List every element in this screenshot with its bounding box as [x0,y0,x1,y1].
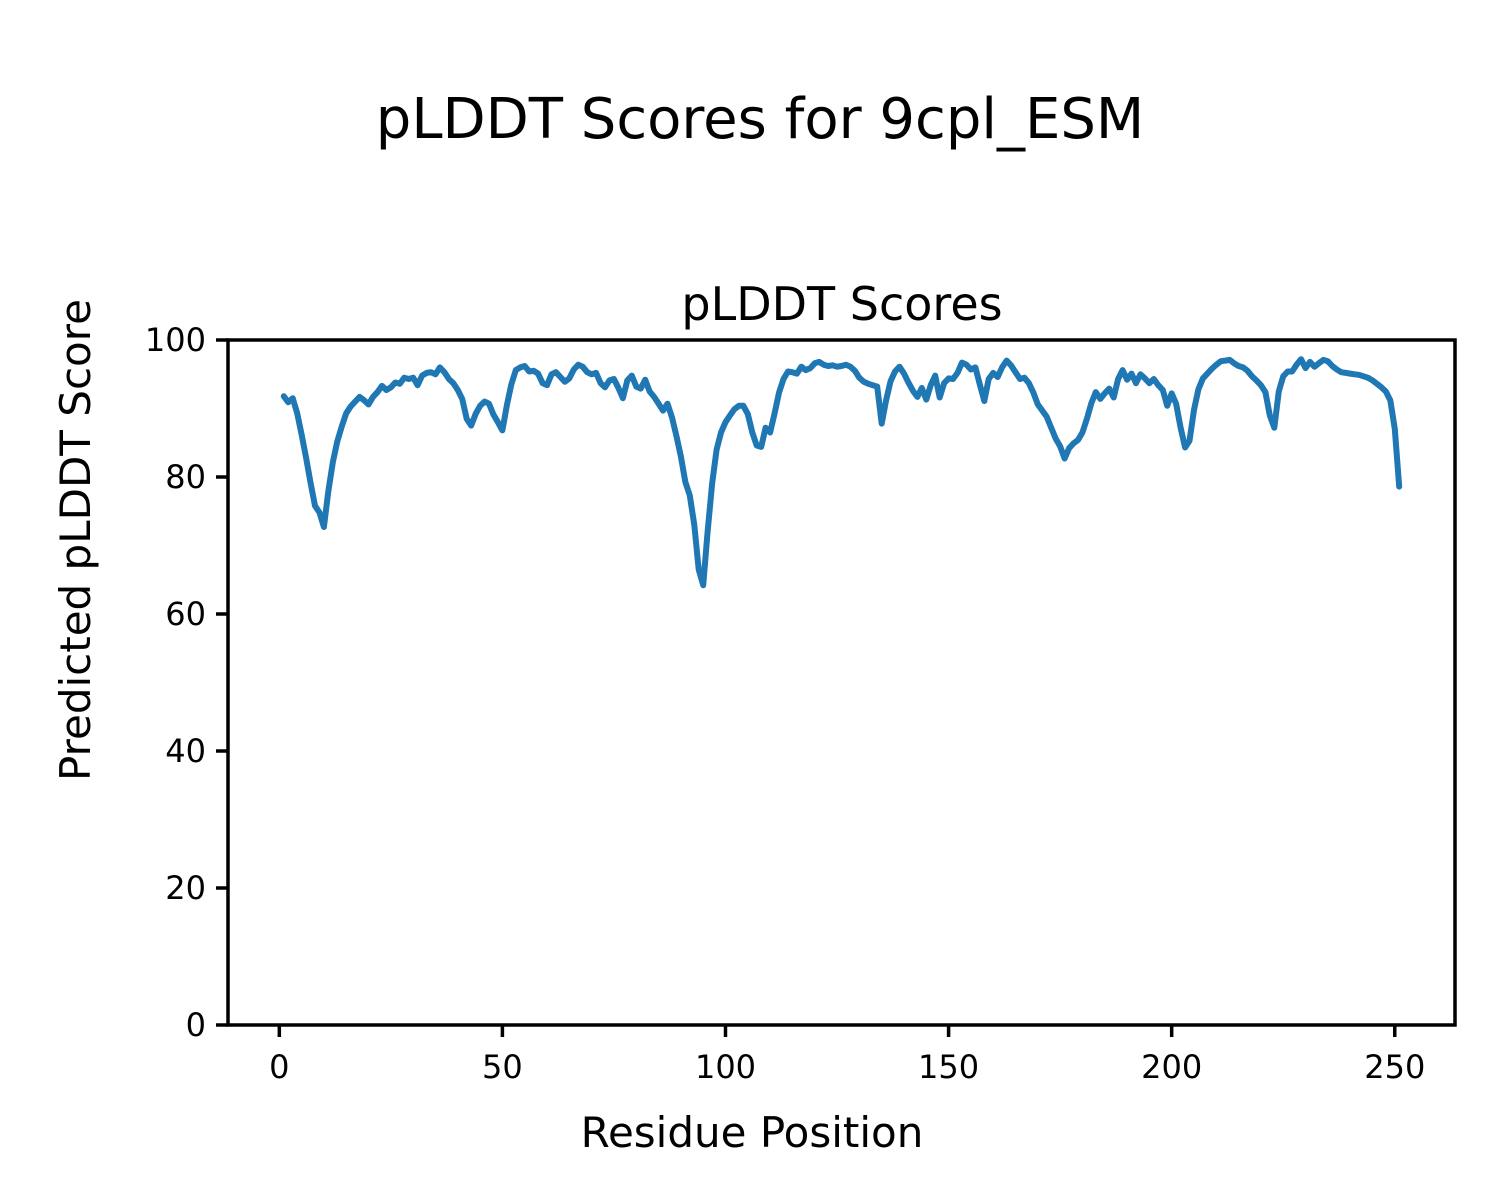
x-tick-label: 0 [269,1048,289,1086]
x-tick-label: 150 [918,1048,979,1086]
x-tick-label: 100 [695,1048,756,1086]
y-tick-label: 100 [145,321,206,359]
x-tick-label: 200 [1141,1048,1202,1086]
axes-title: pLDDT Scores [681,277,1002,331]
y-tick-label: 80 [165,458,206,496]
y-axis-ticklabels: 0 20 40 60 80 100 [145,321,206,1044]
y-axis: 0 20 40 60 80 100 [145,321,228,1044]
figure-suptitle: pLDDT Scores for 9cpl_ESM [376,87,1144,152]
y-axis-ticks [216,338,228,1027]
x-axis-ticks [277,1025,1397,1037]
y-axis-label: Predicted pLDDT Score [51,299,100,781]
y-tick-label: 0 [186,1006,206,1044]
y-tick-label: 20 [165,869,206,907]
y-tick-label: 60 [165,595,206,633]
plot-area-spines [226,338,1457,1027]
y-tick-label: 40 [165,732,206,770]
plddt-line-series [280,356,1403,589]
x-axis-label: Residue Position [581,1108,924,1157]
x-tick-label: 250 [1364,1048,1425,1086]
x-axis: 0 50 100 150 200 250 [269,1025,1425,1086]
x-axis-ticklabels: 0 50 100 150 200 250 [269,1048,1425,1086]
x-tick-label: 50 [482,1048,523,1086]
